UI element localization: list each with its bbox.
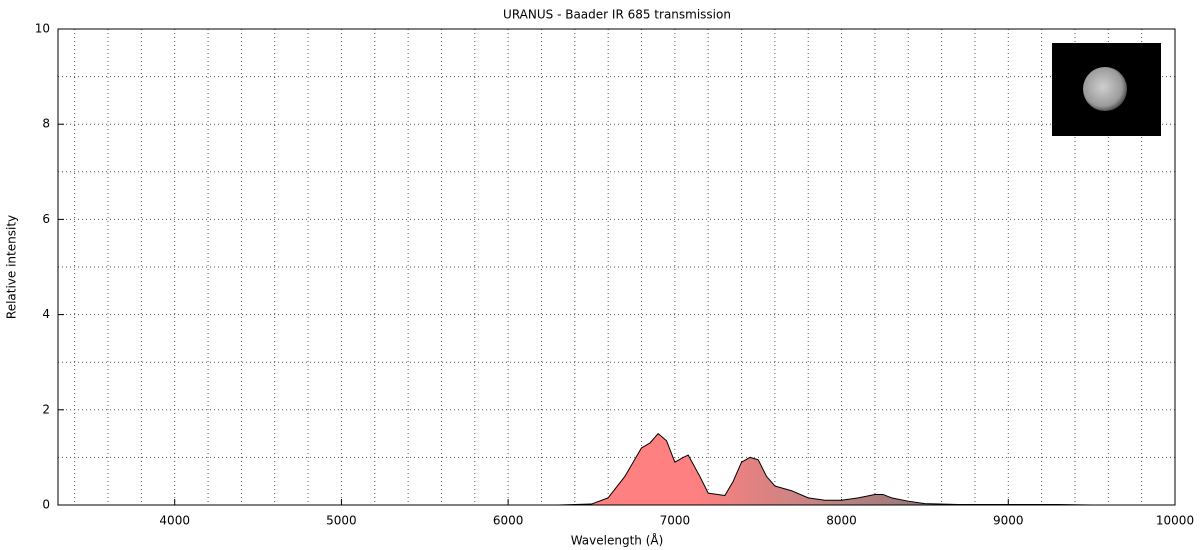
y-axis-label: Relative intensity (5, 215, 19, 319)
x-tick-label: 7000 (660, 514, 691, 528)
plot: 4000 5000 6000 7000 8000 9000 10000 0 2 4 6 8 10 (35, 22, 1194, 528)
x-axis-label: Wavelength (Å) (571, 533, 664, 548)
y-tick-label: 2 (42, 402, 50, 416)
x-tick-label: 4000 (159, 514, 190, 528)
y-tick-label: 4 (42, 307, 50, 321)
plot-frame (57, 28, 1176, 506)
x-tick-label: 9000 (993, 514, 1024, 528)
x-tick-label: 6000 (493, 514, 524, 528)
y-tick-label: 10 (35, 22, 50, 36)
x-tick-label: 5000 (326, 514, 357, 528)
y-tick-label: 0 (42, 498, 50, 512)
x-tick-label: 10000 (1156, 514, 1194, 528)
spectrum-area (557, 433, 1093, 506)
y-tick-label: 6 (42, 212, 50, 226)
y-tick-label: 8 (42, 117, 50, 131)
planet-thumbnail (1052, 43, 1161, 136)
chart-title: URANUS - Baader IR 685 transmission (503, 8, 731, 22)
x-tick-label: 8000 (826, 514, 857, 528)
planet-disc (1083, 67, 1127, 111)
